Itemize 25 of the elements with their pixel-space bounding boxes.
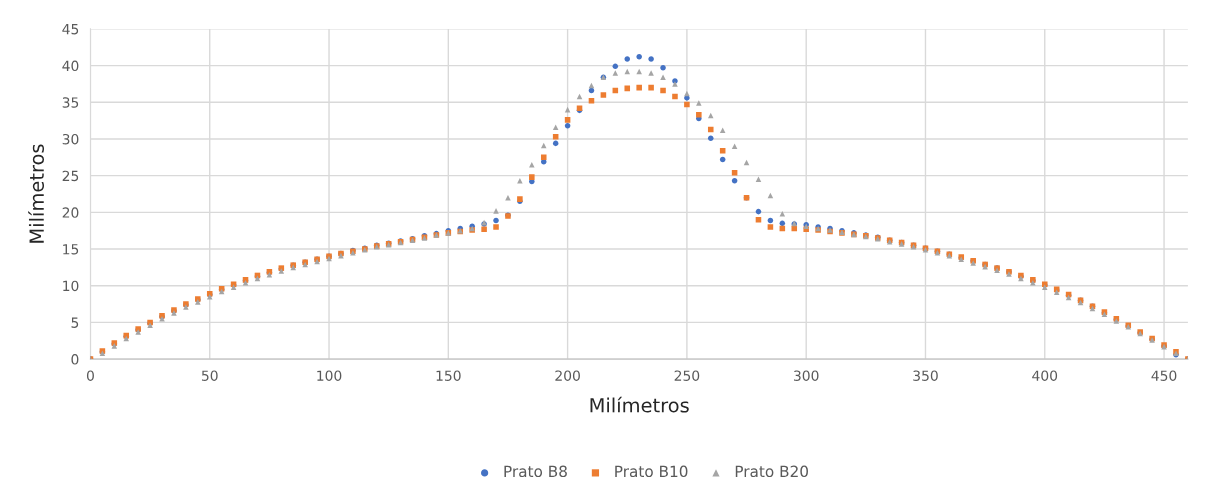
y-tick-label: 30	[62, 133, 79, 145]
y-tick-label: 20	[62, 207, 79, 218]
x-tick-label: 300	[793, 370, 819, 381]
x-tick-label: 350	[913, 370, 938, 381]
x-tick-label: 150	[436, 370, 461, 381]
y-tick-label: 40	[62, 60, 79, 72]
y-axis-title: Milímetros	[28, 144, 45, 243]
x-tick-label: 0	[86, 370, 94, 381]
y-tick-label: 5	[71, 317, 79, 328]
x-tick-label: 400	[1032, 370, 1058, 381]
legend-label: Prato B20	[735, 465, 808, 478]
x-tick-label: 200	[555, 370, 580, 381]
x-tick-label: 450	[1151, 370, 1177, 381]
x-tick-label: 100	[317, 370, 342, 381]
y-tick-label: 15	[63, 244, 79, 255]
y-tick-label: 35	[62, 97, 79, 108]
x-tick-label: 250	[674, 370, 700, 381]
y-tick-label: 0	[71, 354, 79, 365]
x-tick-label: 50	[201, 370, 218, 381]
y-tick-label: 10	[63, 280, 79, 292]
x-axis-title: Milímetros	[590, 396, 689, 413]
legend-label: Prato B10	[615, 465, 688, 478]
y-tick-label: 45	[62, 24, 79, 35]
legend-label: Prato B8	[504, 465, 567, 478]
y-tick-label: 25	[62, 170, 79, 182]
